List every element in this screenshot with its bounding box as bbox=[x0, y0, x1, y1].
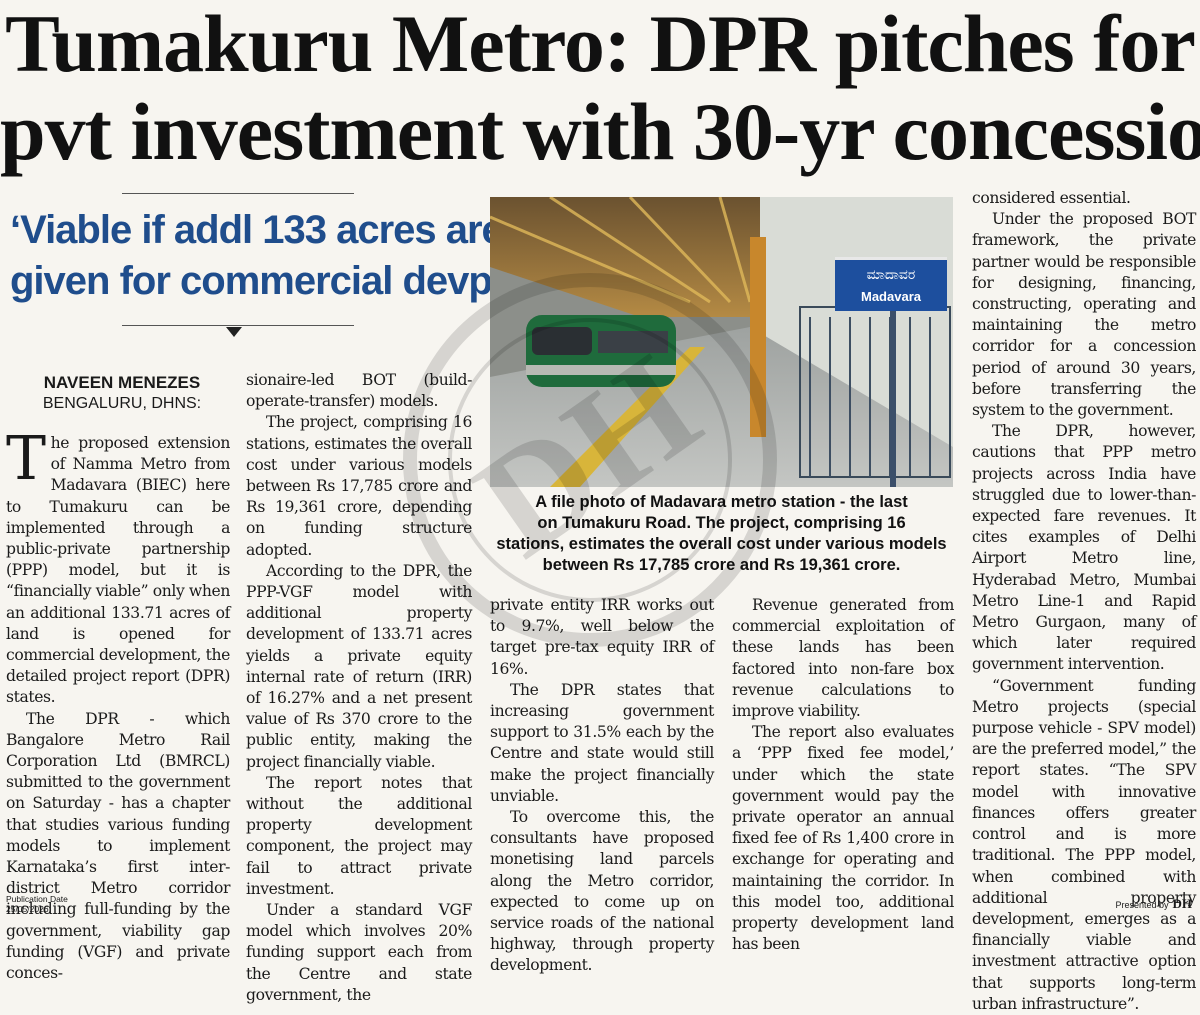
article-paragraph: considered essential. bbox=[972, 189, 1131, 207]
article-paragraph: To overcome this, the consultants have p… bbox=[490, 808, 714, 975]
article-paragraph: The DPR - which Bangalore Metro Rail Cor… bbox=[6, 709, 230, 983]
article-paragraph: “Government funding Metro projects (spec… bbox=[972, 676, 1196, 1013]
photo-caption: A file photo of Madavara metro station -… bbox=[490, 492, 953, 576]
station-sign-english: Madavara bbox=[861, 289, 922, 304]
article-paragraph: The DPR, however, cautions that PPP metr… bbox=[972, 422, 1196, 674]
article-paragraph: The project, comprising 16 stations, est… bbox=[246, 413, 472, 559]
article-column-2: sionaire-led BOT (build-operate-transfer… bbox=[246, 370, 472, 1006]
article-paragraph: Under the proposed BOT framework, the pr… bbox=[972, 210, 1196, 420]
headline-line-2: pvt investment with 30-yr concession bbox=[0, 86, 1200, 177]
article-paragraph: Under a standard VGF model which involve… bbox=[246, 901, 472, 1004]
headline-line-1: Tumakuru Metro: DPR pitches for bbox=[5, 0, 1196, 89]
article-paragraph: According to the DPR, the PPP-VGF model … bbox=[246, 561, 472, 771]
article-paragraph: The DPR states that increasing governmen… bbox=[490, 680, 714, 805]
article-column-3: private entity IRR works out to 9.7%, we… bbox=[490, 595, 714, 977]
publication-date-block: Publication Date 25/05/2026 bbox=[6, 894, 68, 914]
caption-line-2: on Tumakuru Road. The project, comprisin… bbox=[537, 514, 906, 532]
kicker-top-rule bbox=[122, 193, 354, 194]
kicker: ‘Viable if addl 133 acres are given for … bbox=[10, 205, 515, 307]
caption-line-4: between Rs 17,785 crore and Rs 19,361 cr… bbox=[542, 556, 901, 574]
article-paragraph: The report also evaluates a ‘PPP fixed f… bbox=[732, 723, 954, 954]
article-paragraph: private entity IRR works out to 9.7%, we… bbox=[490, 596, 714, 678]
presented-by-label: Presented by bbox=[1115, 900, 1169, 910]
headline: Tumakuru Metro: DPR pitches for pvt inve… bbox=[0, 0, 1200, 176]
photo-illustration: ಮಾದಾವರ Madavara bbox=[490, 197, 953, 487]
caption-line-1: A file photo of Madavara metro station -… bbox=[535, 493, 908, 511]
kicker-line-1: ‘Viable if addl 133 acres are bbox=[10, 208, 504, 252]
kicker-pointer-icon bbox=[226, 327, 242, 337]
publication-date-label: Publication Date bbox=[6, 894, 68, 904]
article-column-5: considered essential. Under the proposed… bbox=[972, 188, 1196, 1015]
caption-line-3: stations, estimates the overall cost und… bbox=[496, 535, 947, 553]
dateline: BENGALURU, DHNS: bbox=[42, 395, 202, 412]
article-column-4: Revenue generated from commercial exploi… bbox=[732, 595, 954, 955]
article-paragraph: The report notes that without the additi… bbox=[246, 773, 472, 898]
byline: NAVEEN MENEZES BENGALURU, DHNS: bbox=[10, 372, 234, 414]
station-sign-kannada: ಮಾದಾವರ bbox=[867, 267, 916, 283]
dh-logo: DH bbox=[1172, 896, 1193, 911]
article-paragraph: sionaire-led BOT (build-operate-transfer… bbox=[246, 371, 472, 411]
presented-by-block: Presented by DH bbox=[1115, 896, 1192, 912]
publication-date: 25/05/2026 bbox=[6, 904, 49, 914]
kicker-line-2: given for commercial devpt’ bbox=[10, 259, 515, 303]
drop-cap: T bbox=[6, 424, 46, 494]
kicker-bottom-rule bbox=[122, 325, 354, 326]
author-name: NAVEEN MENEZES bbox=[43, 373, 201, 392]
metro-station-photo: ಮಾದಾವರ Madavara bbox=[490, 197, 953, 487]
article-paragraph: Revenue generated from commercial exploi… bbox=[732, 596, 954, 721]
